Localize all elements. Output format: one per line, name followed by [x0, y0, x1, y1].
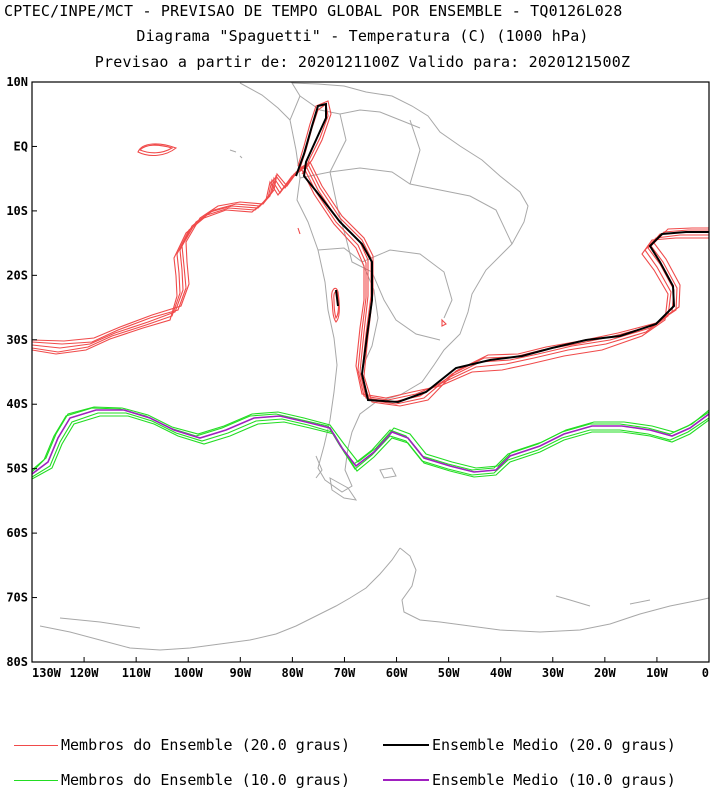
legend-swatch-members-10	[14, 779, 58, 781]
lat-tick-label: 80S	[6, 655, 28, 669]
legend-swatch-mean-10	[383, 779, 429, 781]
map-frame	[31, 81, 710, 663]
legend-members-10: Membros do Ensemble (10.0 graus)	[14, 769, 350, 791]
lon-tick-label: 120W	[70, 666, 100, 680]
members-20deg-contours	[32, 100, 709, 407]
lat-tick-label: 10N	[6, 75, 28, 89]
legend-swatch-mean-20	[383, 744, 429, 746]
legend-swatch-members-20	[14, 744, 58, 746]
mean-20deg-contour	[295, 102, 709, 404]
lon-tick-label: 30W	[542, 666, 564, 680]
lat-tick-label: 40S	[6, 397, 28, 411]
axis-ticks: 10N EQ 10S 20S 30S 40S 50S 60S 70S 80S 130W 120W 110…	[6, 75, 710, 680]
lat-tick-label: 50S	[6, 462, 28, 476]
title-line-1: CPTEC/INPE/MCT - PREVISAO DE TEMPO GLOBA…	[4, 2, 623, 20]
lon-tick-label: 130W	[32, 666, 62, 680]
lat-tick-label: 30S	[6, 333, 28, 347]
coastlines	[39, 82, 709, 651]
lon-tick-label: 90W	[229, 666, 251, 680]
lon-tick-label: 110W	[122, 666, 152, 680]
lon-tick-label: 60W	[386, 666, 408, 680]
lon-tick-label: 0	[702, 666, 709, 680]
lon-tick-label: 50W	[438, 666, 460, 680]
lon-tick-label: 100W	[174, 666, 204, 680]
legend-members-20: Membros do Ensemble (20.0 graus)	[14, 734, 350, 756]
lon-tick-label: 70W	[334, 666, 356, 680]
members-10deg-contours	[32, 406, 709, 480]
lon-tick-label: 20W	[594, 666, 616, 680]
legend-label-members-20: Membros do Ensemble (20.0 graus)	[61, 736, 350, 754]
lon-tick-label: 10W	[646, 666, 668, 680]
lat-tick-label: 20S	[6, 268, 28, 282]
title-line-3: Previsao a partir de: 2020121100Z Valido…	[94, 53, 631, 71]
lat-tick-label: 10S	[6, 204, 28, 218]
lat-tick-label: EQ	[14, 139, 28, 153]
title-line-2: Diagrama "Spaguetti" - Temperatura (C) (…	[136, 27, 589, 45]
lon-tick-label: 80W	[282, 666, 304, 680]
lat-tick-label: 60S	[6, 526, 28, 540]
lat-tick-label: 70S	[6, 591, 28, 605]
legend-mean-20: Ensemble Medio (20.0 graus)	[383, 734, 676, 756]
lon-tick-label: 40W	[490, 666, 512, 680]
mean-10deg-contour	[32, 409, 709, 475]
legend-label-mean-10: Ensemble Medio (10.0 graus)	[432, 771, 676, 789]
legend-label-members-10: Membros do Ensemble (10.0 graus)	[61, 771, 350, 789]
legend-mean-10: Ensemble Medio (10.0 graus)	[383, 769, 676, 791]
legend-label-mean-20: Ensemble Medio (20.0 graus)	[432, 736, 676, 754]
